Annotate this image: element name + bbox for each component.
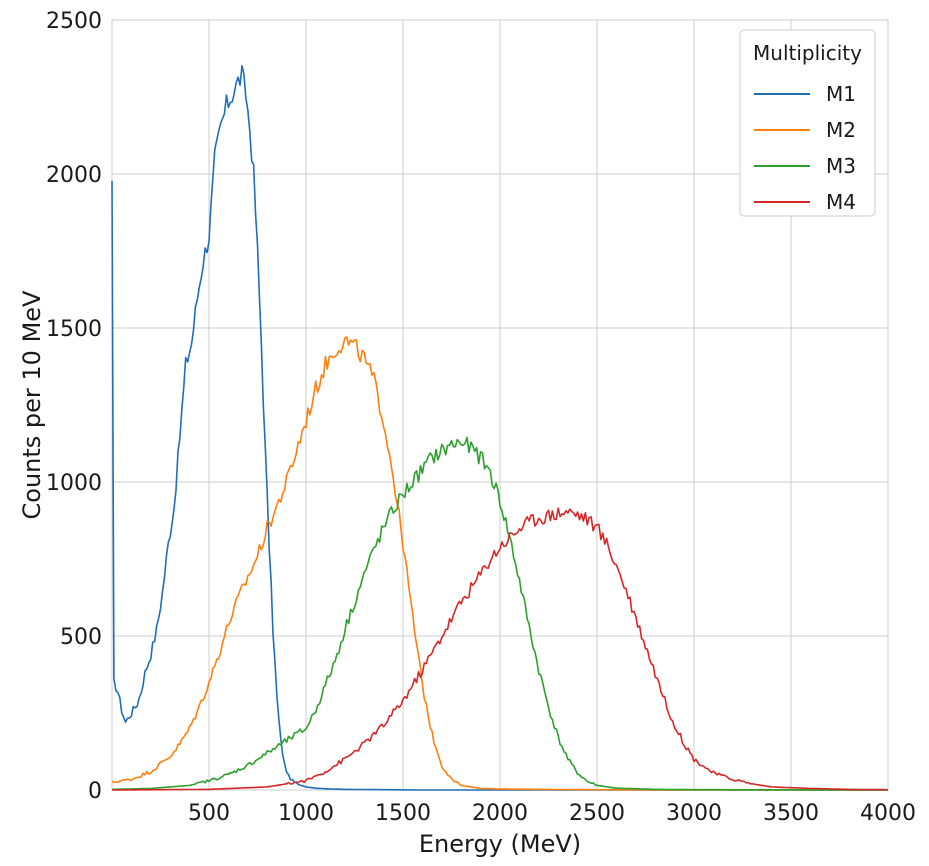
x-tick-label: 2500 <box>569 801 625 826</box>
y-tick-label: 0 <box>88 779 102 804</box>
x-tick-label: 4000 <box>860 801 916 826</box>
x-tick-label: 3500 <box>763 801 819 826</box>
series-line-m4 <box>112 507 888 791</box>
x-tick-label: 1000 <box>278 801 334 826</box>
x-axis-ticks: 500 1000 1500 2000 2500 3000 3500 4000 <box>188 801 916 826</box>
y-tick-label: 1500 <box>46 317 102 342</box>
series-layer <box>111 65 888 791</box>
y-tick-label: 1000 <box>46 471 102 496</box>
legend-label-m1: M1 <box>826 82 856 106</box>
y-axis-label: Counts per 10 MeV <box>18 290 46 520</box>
x-axis-label: Energy (MeV) <box>419 830 581 858</box>
legend-label-m2: M2 <box>826 118 856 142</box>
legend-title: Multiplicity <box>753 41 862 65</box>
legend-entries: M1 M2 M3 M4 <box>754 82 856 214</box>
series-line-m3 <box>111 436 888 791</box>
y-tick-label: 2500 <box>46 9 102 34</box>
x-tick-label: 1500 <box>375 801 431 826</box>
y-tick-label: 500 <box>60 625 102 650</box>
legend-box <box>739 29 876 217</box>
legend: Multiplicity M1 M2 M3 M4 <box>739 29 876 217</box>
legend-label-m3: M3 <box>826 154 856 178</box>
x-tick-label: 2000 <box>472 801 528 826</box>
y-tick-label: 2000 <box>46 163 102 188</box>
x-tick-label: 3000 <box>666 801 722 826</box>
x-tick-label: 500 <box>188 801 230 826</box>
legend-label-m4: M4 <box>826 190 856 214</box>
y-axis-ticks: 0 500 1000 1500 2000 2500 <box>46 9 102 804</box>
